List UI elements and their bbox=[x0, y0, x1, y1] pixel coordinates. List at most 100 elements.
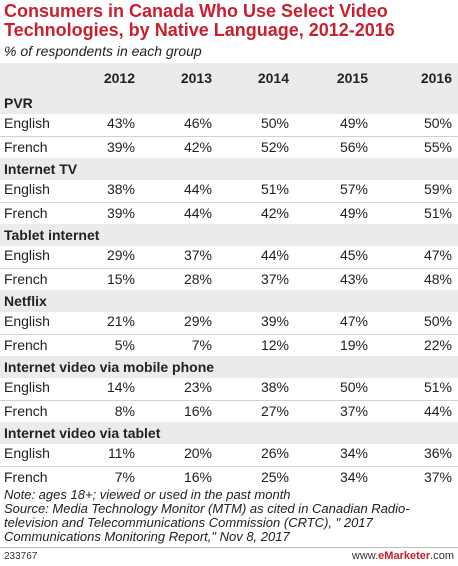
table-cell: 21% bbox=[106, 313, 135, 329]
table-cell: 19% bbox=[339, 336, 368, 353]
table-cell: 47% bbox=[339, 313, 368, 329]
row-label: French bbox=[4, 336, 48, 353]
chart-notes: Note: ages 18+; viewed or used in the pa… bbox=[4, 487, 410, 544]
group-header: Netflix bbox=[0, 290, 458, 312]
chart-title: Consumers in Canada Who Use Select Video… bbox=[4, 1, 395, 40]
table-cell: 39% bbox=[106, 204, 135, 221]
table-cell: 11% bbox=[108, 445, 135, 461]
group-header: Tablet internet bbox=[0, 224, 458, 246]
table-cell: 36% bbox=[423, 445, 452, 461]
table-cell: 59% bbox=[423, 181, 452, 197]
table-cell: 39% bbox=[260, 313, 289, 329]
table-cell: 14% bbox=[106, 379, 135, 395]
group-label: Tablet internet bbox=[4, 227, 100, 243]
table-cell: 29% bbox=[106, 247, 135, 263]
brand-logo: www.eMarketer.com bbox=[351, 550, 454, 562]
table-cell: 27% bbox=[260, 402, 289, 419]
table-row: French 39% 44% 42% 49% 51% bbox=[0, 201, 458, 225]
table-cell: 57% bbox=[339, 181, 368, 197]
table-cell: 52% bbox=[260, 138, 289, 155]
table-cell: 16% bbox=[183, 402, 212, 419]
column-header-2013: 2013 bbox=[180, 70, 212, 86]
table-row: English 29% 37% 44% 45% 47% bbox=[0, 245, 458, 267]
table-cell: 37% bbox=[423, 468, 452, 485]
table-cell: 26% bbox=[260, 445, 289, 461]
table-row: English 11% 20% 26% 34% 36% bbox=[0, 443, 458, 465]
row-label: French bbox=[4, 204, 48, 221]
table-cell: 25% bbox=[260, 468, 289, 485]
row-label: English bbox=[4, 313, 50, 329]
table-row: English 21% 29% 39% 47% 50% bbox=[0, 311, 458, 333]
row-label: English bbox=[4, 181, 50, 197]
table-cell: 49% bbox=[339, 115, 368, 131]
group-header: Internet video via tablet bbox=[0, 422, 458, 444]
table-row: French 15% 28% 37% 43% 48% bbox=[0, 267, 458, 291]
group-header: Internet video via mobile phone bbox=[0, 356, 458, 378]
row-label: English bbox=[4, 247, 50, 263]
table-cell: 44% bbox=[423, 402, 452, 419]
table-cell: 44% bbox=[183, 181, 212, 197]
column-header-2012: 2012 bbox=[103, 70, 135, 86]
table-cell: 45% bbox=[339, 247, 368, 263]
row-label: French bbox=[4, 270, 48, 287]
table-cell: 34% bbox=[339, 445, 368, 461]
table-row: English 43% 46% 50% 49% 50% bbox=[0, 113, 458, 135]
group-label: Internet TV bbox=[4, 161, 78, 177]
table-cell: 42% bbox=[260, 204, 289, 221]
group-header: PVR bbox=[0, 92, 458, 114]
table-cell: 37% bbox=[260, 270, 289, 287]
table-cell: 51% bbox=[260, 181, 289, 197]
table-cell: 43% bbox=[106, 115, 135, 131]
table-cell: 5% bbox=[114, 336, 135, 353]
table-cell: 48% bbox=[423, 270, 452, 287]
table-cell: 38% bbox=[106, 181, 135, 197]
column-header-2014: 2014 bbox=[257, 70, 289, 86]
column-header-2016: 2016 bbox=[420, 70, 452, 86]
table-row: English 38% 44% 51% 57% 59% bbox=[0, 179, 458, 201]
table-cell: 8% bbox=[114, 402, 135, 419]
group-label: Internet video via tablet bbox=[4, 425, 161, 441]
row-label: English bbox=[4, 445, 50, 461]
table-cell: 43% bbox=[339, 270, 368, 287]
table-cell: 7% bbox=[114, 468, 135, 485]
column-header-2015: 2015 bbox=[336, 70, 368, 86]
table-cell: 37% bbox=[183, 247, 212, 263]
footer-divider bbox=[0, 547, 458, 548]
table-cell: 37% bbox=[339, 402, 368, 419]
table-cell: 51% bbox=[423, 379, 452, 395]
table-cell: 47% bbox=[423, 247, 452, 263]
table-cell: 20% bbox=[183, 445, 212, 461]
chart-subtitle: % of respondents in each group bbox=[4, 43, 202, 59]
table-cell: 22% bbox=[423, 336, 452, 353]
row-label: French bbox=[4, 138, 48, 155]
table-cell: 44% bbox=[260, 247, 289, 263]
table-cell: 39% bbox=[106, 138, 135, 155]
table-cell: 28% bbox=[183, 270, 212, 287]
row-label: French bbox=[4, 402, 48, 419]
table-cell: 49% bbox=[339, 204, 368, 221]
row-label: French bbox=[4, 468, 48, 485]
table-cell: 7% bbox=[191, 336, 212, 353]
table-cell: 55% bbox=[423, 138, 452, 155]
group-label: Netflix bbox=[4, 293, 47, 309]
table-cell: 12% bbox=[260, 336, 289, 353]
table-cell: 46% bbox=[183, 115, 212, 131]
table-cell: 50% bbox=[260, 115, 289, 131]
chart-id: 233767 bbox=[4, 551, 38, 562]
table-cell: 44% bbox=[183, 204, 212, 221]
table-header bbox=[0, 63, 458, 92]
row-label: English bbox=[4, 115, 50, 131]
table-cell: 15% bbox=[106, 270, 135, 287]
table-row: French 7% 16% 25% 34% 37% bbox=[0, 465, 458, 489]
table-cell: 29% bbox=[183, 313, 212, 329]
table-cell: 23% bbox=[183, 379, 212, 395]
table-row: English 14% 23% 38% 50% 51% bbox=[0, 377, 458, 399]
table-cell: 16% bbox=[183, 468, 212, 485]
table-cell: 51% bbox=[423, 204, 452, 221]
table-cell: 50% bbox=[423, 313, 452, 329]
table-row: French 8% 16% 27% 37% 44% bbox=[0, 399, 458, 423]
group-label: Internet video via mobile phone bbox=[4, 359, 215, 375]
group-label: PVR bbox=[4, 95, 33, 111]
table-row: French 39% 42% 52% 56% 55% bbox=[0, 135, 458, 159]
table-cell: 38% bbox=[260, 379, 289, 395]
